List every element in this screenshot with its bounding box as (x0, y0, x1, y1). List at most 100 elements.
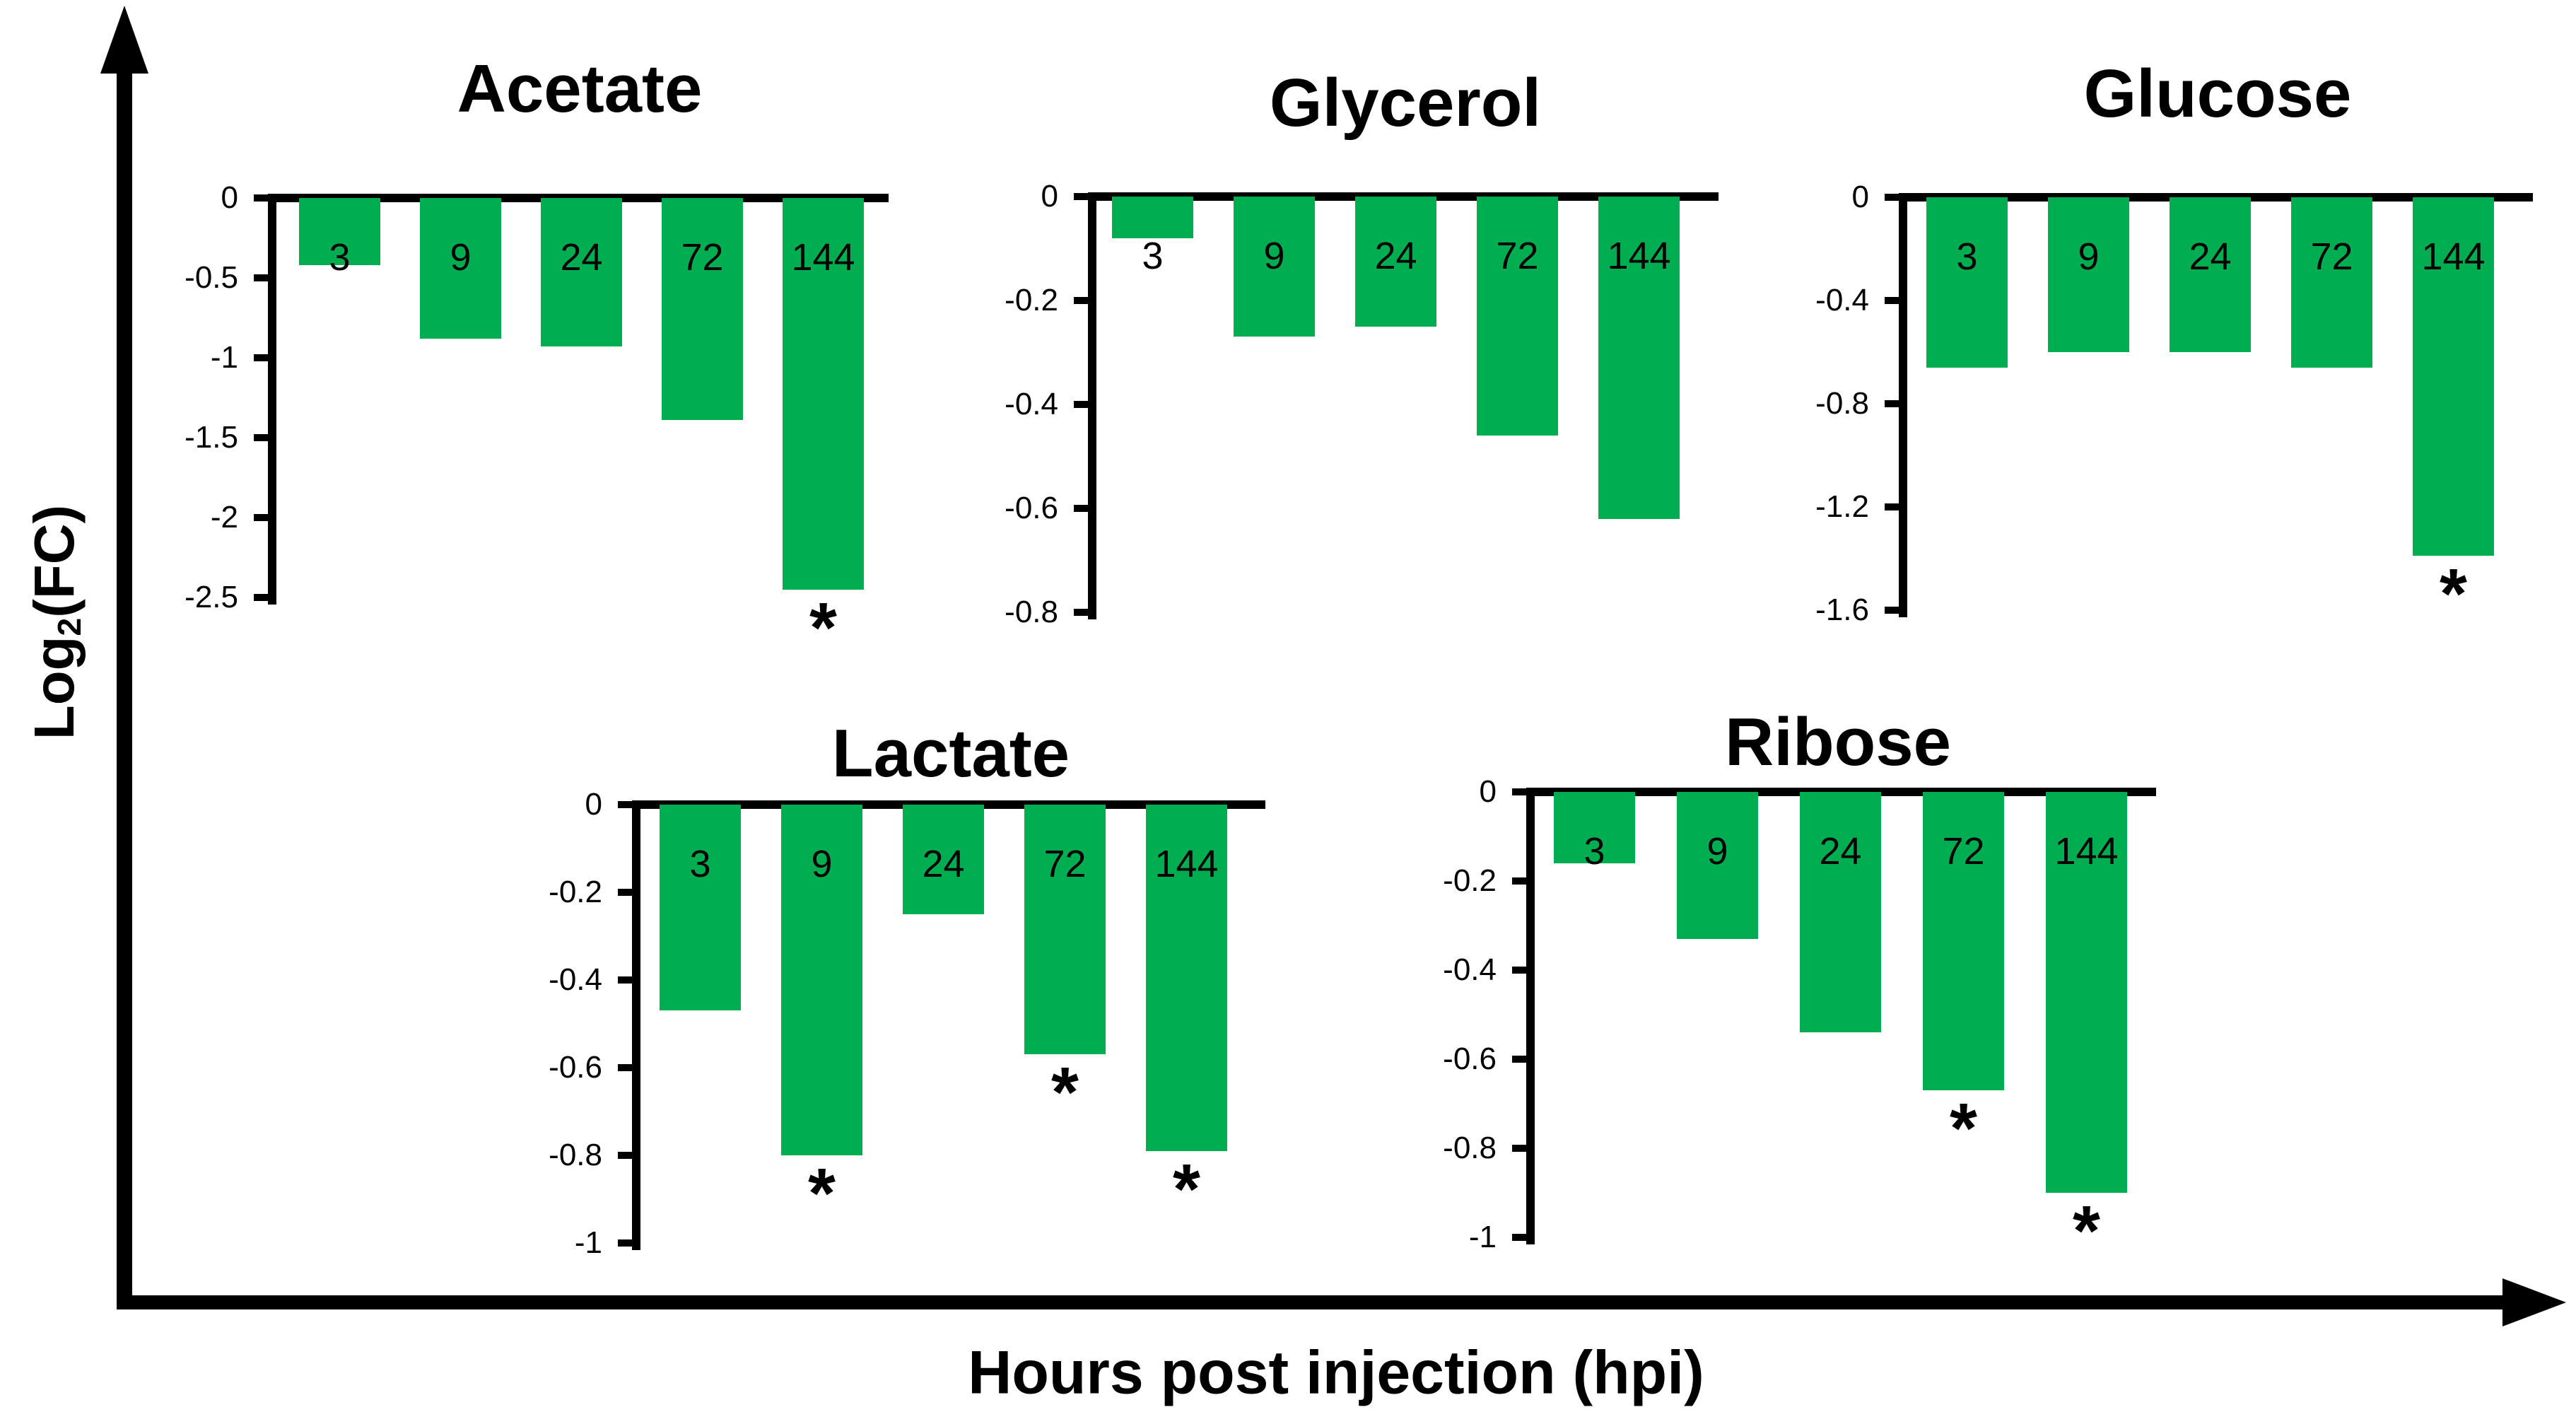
y-axis-arrowhead-icon (100, 6, 148, 74)
y-tick-label: 0 (221, 180, 238, 215)
y-tick-label: 0 (1479, 774, 1497, 809)
y-tick (1885, 503, 1903, 510)
y-tick (618, 1152, 636, 1159)
bar-label: 9 (1706, 830, 1728, 873)
bar-label: 3 (1956, 235, 1978, 278)
bar-144hpi (1146, 805, 1227, 1151)
bar-72hpi (1923, 792, 2004, 1090)
y-axis-title-text: (FC) (23, 504, 86, 618)
significance-asterisk: * (1173, 1150, 1200, 1229)
panel-title: Acetate (457, 51, 703, 127)
bar-3hpi (1554, 792, 1635, 863)
significance-asterisk: * (2440, 554, 2467, 634)
y-tick (1885, 607, 1903, 614)
bar-144hpi (2046, 792, 2127, 1193)
bar-label: 3 (1142, 235, 1164, 277)
bar-144hpi (783, 198, 864, 590)
y-tick (1885, 400, 1903, 407)
bar-label: 144 (2054, 830, 2119, 873)
y-tick (1074, 297, 1092, 304)
significance-asterisk: * (1950, 1089, 1977, 1168)
bar-label: 144 (2421, 235, 2486, 278)
bar-label: 9 (1263, 235, 1285, 277)
y-axis-arrow-line (117, 71, 132, 1309)
y-tick-label: -2.5 (185, 580, 238, 614)
bar-9hpi (1677, 792, 1758, 939)
y-axis-title: Log2(FC) (22, 505, 88, 740)
y-axis-line (632, 800, 640, 1250)
bar-144hpi (2413, 197, 2494, 556)
plot-area: 0 -0.2 -0.4 -0.6 -0.8 3 9 24 72 144 (1005, 179, 1719, 629)
bar-3hpi (660, 805, 741, 1010)
bar-label: 3 (1583, 830, 1605, 873)
bar-9hpi (2048, 197, 2129, 352)
y-tick-label: -0.8 (549, 1138, 602, 1172)
bar-9hpi (420, 198, 501, 339)
y-tick (1512, 1145, 1530, 1152)
y-tick-label: -0.6 (1443, 1042, 1497, 1076)
x-axis-arrowhead-icon (2502, 1278, 2566, 1326)
y-tick-label: -0.2 (1005, 283, 1058, 317)
bar-24hpi (2170, 197, 2251, 352)
y-tick (254, 594, 272, 601)
bar-label: 9 (450, 236, 472, 279)
panel-title: Lactate (831, 716, 1070, 791)
x-axis-arrow-line (117, 1295, 2502, 1309)
panel-title: Glycerol (1269, 65, 1542, 141)
y-tick-label: -0.2 (1443, 863, 1497, 898)
y-tick (618, 1239, 636, 1247)
y-tick-label: -0.6 (1005, 491, 1058, 525)
y-tick (1512, 967, 1530, 974)
y-tick-label: -2 (210, 500, 238, 535)
panel-title: Ribose (1724, 704, 1952, 780)
bar-label: 24 (922, 843, 965, 885)
y-tick (254, 514, 272, 521)
y-tick (618, 801, 636, 808)
y-tick-label: -0.4 (549, 962, 602, 997)
bar-label: 72 (681, 236, 724, 279)
y-tick (1074, 505, 1092, 512)
significance-asterisk: * (809, 588, 837, 667)
y-tick (1885, 297, 1903, 304)
y-tick (1512, 877, 1530, 885)
y-tick-label: -1.2 (1815, 489, 1869, 524)
y-tick-label: -0.2 (549, 875, 602, 909)
bar-label: 144 (791, 236, 855, 279)
bar-24hpi (541, 198, 622, 346)
bar-label: 72 (1942, 830, 1985, 873)
y-tick (1512, 788, 1530, 795)
y-tick-label: -0.4 (1815, 283, 1869, 317)
significance-asterisk: * (2073, 1191, 2100, 1271)
bar-label: 144 (1154, 843, 1219, 885)
bar-9hpi (781, 805, 862, 1155)
y-tick-label: -0.8 (1815, 386, 1869, 421)
y-tick-label: -0.8 (1443, 1131, 1497, 1165)
bar-label: 72 (1496, 235, 1539, 277)
significance-asterisk: * (1051, 1053, 1079, 1132)
y-tick-label: -0.4 (1005, 387, 1058, 421)
plot-area: 0 -0.5 -1 -1.5 -2 -2.5 3 9 24 72 144 * (185, 180, 889, 663)
y-tick-label: -1 (574, 1225, 602, 1260)
y-tick (1512, 1234, 1530, 1241)
y-axis-line (268, 194, 276, 605)
bar-9hpi (1234, 197, 1315, 337)
bar-3hpi (1112, 197, 1193, 238)
y-tick (254, 354, 272, 361)
bar-24hpi (1800, 792, 1881, 1032)
y-axis-title-text: Log (23, 636, 86, 740)
y-tick (254, 434, 272, 441)
bar-label: 24 (560, 236, 603, 279)
y-tick-label: 0 (1041, 179, 1058, 214)
y-tick (618, 1064, 636, 1071)
y-tick (618, 889, 636, 896)
y-tick-label: -1 (1468, 1220, 1497, 1254)
y-tick-label: 0 (585, 787, 602, 822)
bar-label: 24 (2189, 235, 2232, 278)
plot-area: 0 -0.2 -0.4 -0.6 -0.8 -1 3 9 24 72 * 144 * (1443, 774, 2156, 1266)
bar-72hpi (662, 198, 743, 420)
plot-area: 0 -0.4 -0.8 -1.2 -1.6 3 9 24 72 144 * (1815, 180, 2533, 629)
x-axis-title: Hours post injection (hpi) (968, 1338, 1704, 1407)
y-tick-label: -0.8 (1005, 595, 1058, 629)
bar-label: 9 (811, 843, 833, 885)
y-tick-label: 0 (1851, 180, 1869, 214)
